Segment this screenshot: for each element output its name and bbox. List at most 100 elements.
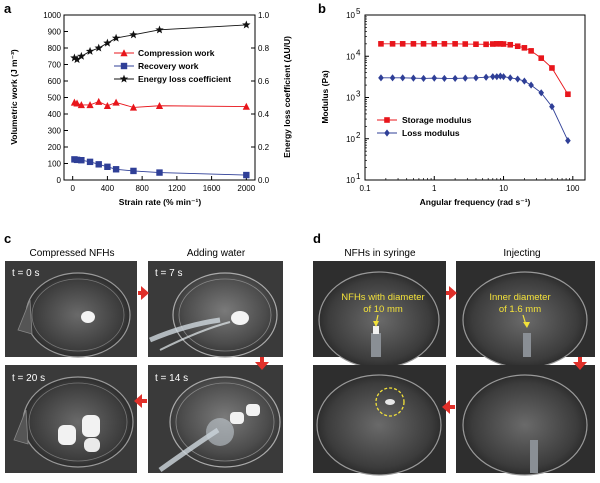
data-point-b-0-19: [538, 55, 545, 61]
legend-label-a-0: Compression work: [138, 48, 215, 58]
data-point-b-0-17: [521, 45, 528, 51]
photo-c-t20: t = 20 s: [5, 365, 137, 473]
y-tick-label-b: 10: [346, 135, 355, 144]
data-point-a-2-3: [85, 46, 95, 55]
data-point-b-0-15: [507, 41, 514, 48]
y-axis-label-b: Modulus (Pa): [320, 70, 330, 124]
data-point-b-0-5: [431, 41, 438, 47]
legend-marker-a-1: [120, 62, 128, 70]
time-label-c-3: t = 14 s: [155, 373, 188, 384]
data-point-b-1-10: [483, 73, 489, 81]
time-label-c-0: t = 0 s: [12, 268, 40, 279]
data-point-b-0-21: [565, 91, 571, 98]
hydrogel-recovered-1: [58, 425, 76, 445]
time-label-c-1: t = 7 s: [155, 268, 183, 279]
data-point-a-0-8: [155, 101, 164, 109]
data-point-a-1-5: [104, 163, 111, 170]
hydrogel-compressed: [81, 311, 95, 323]
data-point-b-0-7: [452, 41, 458, 47]
legend-label-b-0: Storage modulus: [402, 115, 472, 125]
time-label-c-2: t = 20 s: [12, 373, 45, 384]
hydrogel-swelling: [231, 311, 249, 325]
needle-icon-2: [530, 440, 538, 473]
annotation-inner-diameter-1: Inner diameter: [489, 292, 550, 303]
data-point-b-1-11: [490, 73, 496, 81]
legend-label-b-1: Loss modulus: [402, 128, 460, 138]
annotation-nfh-diameter-1: NFHs with diameter: [341, 292, 424, 303]
data-point-b-1-7: [452, 74, 458, 83]
y-axis-right-a: 0.0 0.2 0.4 0.6 0.8 1.0: [251, 11, 270, 185]
x-axis-label-a: Strain rate (% min⁻¹): [119, 197, 202, 207]
data-point-b-0-12: [494, 41, 500, 47]
photo-c-t14: t = 14 s: [148, 365, 283, 473]
legend-marker-a-2: [119, 74, 129, 83]
arrow-down-icon-d: [573, 362, 587, 370]
data-point-a-2-5: [103, 38, 112, 47]
data-point-a-0-7: [129, 103, 138, 111]
data-point-a-1-8: [156, 169, 163, 176]
data-point-a-0-1: [73, 99, 81, 107]
data-point-a-1-7: [130, 167, 137, 175]
data-point-a-2-9: [242, 20, 251, 29]
x-tick-label-a: 1200: [168, 184, 186, 193]
x-axis-a: 0 400 800 1200 1600 2000: [70, 176, 256, 193]
data-point-a-2-2: [77, 51, 86, 60]
data-point-b-0-3: [410, 41, 417, 47]
data-point-a-1-3: [86, 158, 94, 166]
y-tick-label-b: 10: [346, 11, 355, 20]
y2-tick-label-a: 0.0: [258, 176, 270, 185]
series-group-b: [378, 41, 571, 145]
x-tick-label-a: 0: [70, 184, 75, 193]
series-line-b-1: [380, 75, 569, 141]
panel-letter-d: d: [313, 231, 321, 246]
hydrogel-swelling-1: [230, 412, 244, 424]
data-point-a-2-0: [70, 53, 79, 62]
y2-tick-label-a: 0.4: [258, 110, 270, 119]
arrow-right-icon: [141, 286, 149, 300]
data-point-a-2-4: [94, 43, 103, 52]
legend-label-a-1: Recovery work: [138, 61, 199, 71]
y2-tick-label-a: 0.8: [258, 44, 270, 53]
data-point-a-1-4: [95, 161, 102, 168]
data-point-b-0-18: [528, 48, 534, 54]
series-line-b-0: [380, 43, 569, 95]
caption-adding-water: Adding water: [187, 248, 246, 259]
series-group-a: [70, 20, 251, 179]
y-tick-label-b: 10: [346, 52, 355, 61]
data-point-b-1-14: [500, 73, 507, 81]
y2-tick-label-a: 0.6: [258, 77, 270, 86]
data-point-a-1-9: [243, 171, 250, 179]
data-point-b-1-2: [399, 74, 406, 82]
caption-syringe: NFHs in syringe: [344, 248, 416, 259]
y-tick-label-a: 800: [48, 44, 62, 53]
data-point-b-1-20: [549, 103, 555, 111]
data-point-b-1-0: [378, 74, 384, 82]
annotation-inner-diameter-2: of 1.6 mm: [499, 304, 541, 315]
y-axis-left-a: 0 100 200 300 400 500 600 700 800 900 1000: [43, 11, 68, 185]
photo-d-injecting: Inner diameter of 1.6 mm: [456, 261, 595, 369]
data-point-a-0-6: [112, 98, 120, 106]
photo-c-t7: t = 7 s: [148, 261, 283, 358]
legend-a: Compression work Recovery work Energy loss…: [114, 48, 231, 84]
y-tick-exponent-b: 5: [356, 7, 361, 16]
y-tick-label-a: 700: [48, 61, 62, 70]
data-point-b-0-20: [549, 65, 555, 71]
data-point-b-0-10: [483, 41, 489, 48]
plot-frame-a: [63, 14, 256, 181]
photo-d-syringe: NFHs with diameter of 10 mm: [313, 261, 446, 369]
x-axis-label-b: Angular frequency (rad s⁻¹): [420, 197, 531, 207]
y-tick-label-a: 600: [48, 77, 62, 86]
data-point-b-1-21: [565, 137, 571, 145]
data-point-b-0-11: [490, 41, 496, 47]
data-point-b-0-9: [473, 41, 479, 47]
x-tick-label-b: 10: [499, 184, 508, 193]
data-point-b-0-4: [420, 41, 427, 47]
data-point-a-1-2: [78, 157, 85, 164]
data-point-b-0-0: [378, 41, 384, 47]
data-point-a-0-9: [242, 102, 250, 110]
series-line-a-2: [74, 24, 247, 61]
data-point-b-1-15: [507, 74, 514, 82]
data-point-b-1-6: [441, 74, 448, 83]
